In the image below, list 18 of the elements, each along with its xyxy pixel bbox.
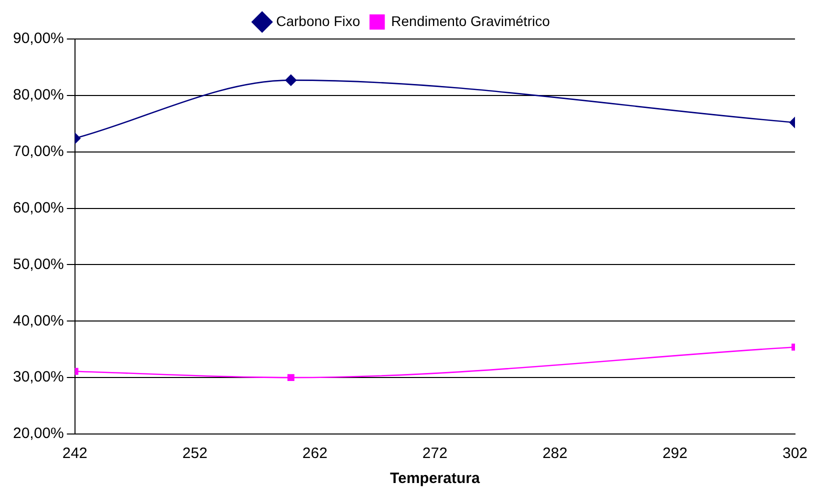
y-tick-label: 80,00% — [13, 86, 64, 104]
x-tick-label: 292 — [662, 445, 688, 462]
y-tick-label: 20,00% — [13, 425, 64, 442]
x-tick-label: 272 — [422, 445, 448, 462]
y-tick-label: 90,00% — [13, 30, 64, 48]
y-tick-label: 70,00% — [13, 143, 64, 160]
y-tick-label: 30,00% — [13, 368, 64, 386]
legend-label: Carbono Fixo — [276, 12, 360, 29]
x-axis-title: Temperatura — [390, 470, 480, 488]
y-tick-label: 50,00% — [13, 256, 64, 273]
x-tick-label: 252 — [182, 445, 208, 462]
x-tick-label: 302 — [782, 445, 808, 462]
legend-label: Rendimento Gravimétrico — [391, 12, 550, 29]
x-tick-label: 262 — [302, 445, 328, 462]
x-tick-label: 242 — [62, 445, 88, 462]
y-tick-label: 60,00% — [13, 199, 64, 216]
y-tick-label: 40,00% — [13, 312, 64, 330]
x-tick-label: 282 — [542, 445, 568, 462]
